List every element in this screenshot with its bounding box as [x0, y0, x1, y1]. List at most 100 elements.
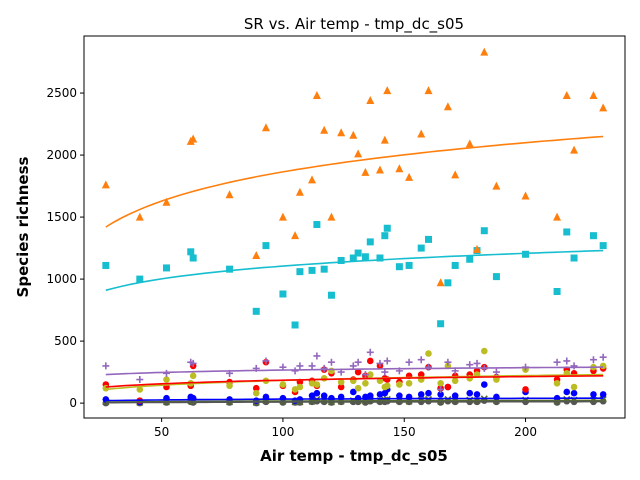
data-point: [589, 356, 597, 364]
data-point: [362, 379, 369, 387]
data-point: [424, 86, 433, 95]
data-point: [492, 181, 501, 190]
fit-line-4: [105, 375, 604, 388]
data-point: [396, 381, 403, 388]
data-point: [136, 376, 144, 384]
data-point: [444, 279, 452, 287]
data-point: [296, 383, 304, 391]
data-point: [295, 187, 304, 196]
data-point: [590, 391, 597, 398]
data-point: [522, 386, 529, 393]
fit-line-1: [105, 249, 604, 292]
data-point: [162, 369, 170, 377]
data-point: [225, 190, 234, 199]
data-point: [424, 235, 432, 243]
x-axis-label: Air temp - tmp_dc_s05: [260, 447, 448, 465]
data-point: [405, 379, 413, 387]
data-point: [480, 381, 488, 388]
data-point: [187, 248, 195, 256]
data-point: [102, 384, 110, 392]
data-point: [163, 376, 170, 383]
data-point: [570, 254, 578, 262]
data-point: [473, 359, 481, 367]
data-point: [354, 249, 362, 257]
data-point: [291, 231, 300, 240]
data-point: [366, 371, 374, 378]
data-point: [493, 376, 500, 383]
data-point: [563, 228, 571, 236]
data-point: [451, 261, 459, 269]
y-tick-label: 0: [69, 396, 77, 410]
data-point: [380, 135, 389, 144]
data-point: [405, 261, 413, 269]
data-point: [327, 212, 336, 221]
data-point: [492, 368, 500, 376]
data-point: [599, 391, 607, 398]
data-point: [570, 383, 578, 391]
data-point: [291, 321, 299, 329]
data-point: [349, 388, 357, 396]
data-point: [308, 266, 316, 274]
data-point: [589, 91, 598, 100]
data-point: [313, 389, 321, 397]
data-point: [313, 221, 321, 229]
data-point: [570, 362, 578, 370]
data-point: [473, 391, 481, 398]
y-tick-label: 1500: [46, 210, 77, 224]
data-point: [376, 359, 384, 367]
data-point: [262, 357, 270, 365]
data-point: [492, 273, 500, 281]
data-point: [354, 358, 362, 366]
data-point: [451, 170, 460, 179]
data-point: [320, 392, 328, 399]
data-point: [291, 367, 299, 375]
data-point: [296, 268, 304, 276]
data-point: [553, 212, 562, 221]
y-tick-label: 2500: [46, 86, 77, 100]
data-point: [424, 363, 432, 371]
chart-title: SR vs. Air temp - tmp_dc_s05: [244, 15, 464, 34]
data-point: [425, 350, 432, 357]
data-point: [376, 254, 384, 262]
data-point: [444, 358, 452, 366]
data-point: [480, 227, 488, 235]
data-point: [589, 232, 597, 240]
data-point: [396, 392, 403, 399]
data-point: [405, 358, 413, 366]
data-point: [465, 139, 474, 148]
data-point: [436, 278, 445, 287]
data-point: [599, 103, 608, 112]
data-point: [296, 362, 304, 370]
fit-line-2: [105, 366, 604, 376]
y-tick-label: 500: [54, 334, 77, 348]
data-point: [320, 375, 328, 382]
data-point: [313, 381, 321, 388]
data-point: [395, 164, 404, 173]
data-point: [327, 358, 335, 366]
data-point: [383, 86, 392, 95]
data-point: [252, 389, 260, 397]
data-point: [320, 125, 329, 134]
data-point: [337, 256, 345, 264]
data-point: [480, 47, 489, 56]
data-point: [570, 389, 578, 397]
data-point: [599, 362, 607, 370]
data-point: [405, 172, 414, 181]
data-point: [425, 389, 432, 397]
data-point: [599, 242, 607, 250]
series-2: [102, 348, 607, 393]
fit-line-0: [105, 135, 604, 228]
data-point: [417, 391, 425, 398]
data-point: [417, 129, 426, 138]
data-point: [466, 255, 474, 263]
data-point: [312, 91, 321, 100]
data-point: [320, 364, 328, 372]
data-point: [493, 393, 500, 401]
data-point: [136, 275, 144, 283]
data-point: [437, 320, 445, 328]
data-point: [522, 250, 530, 258]
data-point: [444, 383, 452, 391]
data-point: [437, 379, 444, 387]
data-point: [366, 357, 374, 365]
